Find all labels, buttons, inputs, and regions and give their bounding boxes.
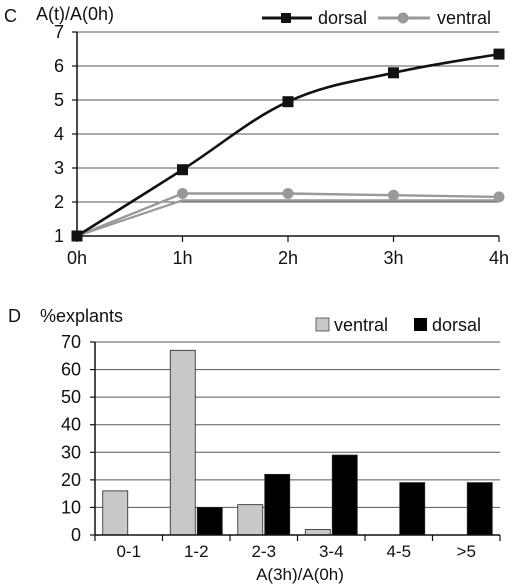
panel-c-y-tick-labels: 1 2 3 4 5 6 7 bbox=[54, 22, 64, 246]
x-tick-label-3-4: 3-4 bbox=[319, 542, 344, 561]
legend-marker-ventral bbox=[397, 12, 409, 24]
y-tick-label-2: 2 bbox=[54, 192, 64, 212]
panel-c-x-tick-labels: 0h 1h 2h 3h 4h bbox=[67, 248, 509, 268]
bar-dorsal->5 bbox=[466, 482, 493, 536]
legend-label-dorsal-d: dorsal bbox=[432, 315, 481, 335]
legend-label-dorsal: dorsal bbox=[318, 8, 367, 28]
point-ventral-2h bbox=[282, 188, 294, 199]
point-dorsal-0h bbox=[71, 230, 83, 242]
x-tick-label-4-5: 4-5 bbox=[386, 542, 411, 561]
point-dorsal-2h bbox=[282, 96, 294, 108]
y-tick-label-3: 3 bbox=[54, 158, 64, 178]
bar-dorsal-2-3 bbox=[264, 473, 291, 536]
y-tick-label-70: 70 bbox=[61, 332, 81, 352]
y-tick-label-60: 60 bbox=[61, 360, 81, 380]
y-tick-label-4: 4 bbox=[54, 124, 64, 144]
x-tick-label-2h: 2h bbox=[278, 248, 298, 268]
panel-c-ylabel: A(t)/A(0h) bbox=[36, 4, 114, 24]
panel-c-axes bbox=[72, 31, 500, 242]
y-tick-label-30: 30 bbox=[61, 442, 81, 462]
series-line-ventral-lower bbox=[76, 199, 499, 238]
x-tick-label-1h: 1h bbox=[172, 248, 192, 268]
bar-dorsal-4-5 bbox=[399, 482, 426, 536]
y-tick-label-20: 20 bbox=[61, 470, 81, 490]
point-ventral-4h bbox=[493, 191, 505, 203]
x-tick-label-4h: 4h bbox=[489, 248, 509, 268]
panel-c-series bbox=[71, 48, 505, 242]
panel-d-axes bbox=[90, 341, 501, 541]
bar-dorsal-1-2 bbox=[196, 507, 223, 536]
x-tick-label-1-2: 1-2 bbox=[184, 542, 209, 561]
bar-ventral-1-2 bbox=[169, 349, 196, 536]
x-tick-label-2-3: 2-3 bbox=[251, 542, 276, 561]
panel-c-legend: dorsal ventral bbox=[262, 8, 491, 28]
bar-ventral-2-3 bbox=[237, 504, 264, 536]
y-tick-label-10: 10 bbox=[61, 497, 81, 517]
point-dorsal-4h bbox=[493, 48, 505, 60]
y-tick-label-50: 50 bbox=[61, 387, 81, 407]
panel-d-xlabel: A(3h)/A(0h) bbox=[256, 565, 344, 584]
panel-d-y-tick-labels: 0 10 20 30 40 50 60 70 bbox=[61, 332, 81, 545]
panel-d-bars bbox=[102, 349, 493, 536]
point-dorsal-3h bbox=[388, 67, 399, 79]
panel-d-x-tick-labels: 0-1 1-2 2-3 3-4 4-5 >5 bbox=[116, 542, 475, 561]
y-tick-label-0: 0 bbox=[71, 525, 81, 545]
panel-d-legend: ventral dorsal bbox=[315, 315, 481, 335]
y-tick-label-6: 6 bbox=[54, 56, 64, 76]
panel-d-gridlines bbox=[95, 341, 500, 508]
legend-label-ventral: ventral bbox=[437, 8, 491, 28]
panel-c-line-chart: C A(t)/A(0h) 1 2 3 4 5 6 7 0h 1h 2h 3h 4h dorsal v… bbox=[4, 4, 509, 268]
x-tick-label-3h: 3h bbox=[383, 248, 403, 268]
panel-label-c: C bbox=[4, 6, 17, 26]
panel-label-d: D bbox=[8, 306, 21, 326]
point-ventral-3h bbox=[388, 189, 399, 201]
x-tick-label-0h: 0h bbox=[67, 248, 87, 268]
legend-swatch-ventral bbox=[315, 317, 330, 332]
y-tick-label-5: 5 bbox=[54, 90, 64, 110]
y-tick-label-40: 40 bbox=[61, 415, 81, 435]
bar-ventral-0-1 bbox=[102, 490, 129, 536]
panel-d-bar-chart: D %explants 0 10 20 30 40 50 60 70 0-1 1-2 2-3 3-4… bbox=[8, 306, 501, 584]
legend-swatch-dorsal bbox=[414, 318, 427, 331]
series-line-dorsal bbox=[76, 52, 500, 238]
legend-marker-dorsal bbox=[281, 13, 291, 23]
panel-d-ylabel: %explants bbox=[40, 306, 123, 326]
bar-dorsal-3-4 bbox=[331, 454, 358, 536]
panel-c-gridlines bbox=[77, 31, 499, 203]
point-ventral-1h bbox=[177, 188, 188, 199]
x-tick-label-0-1: 0-1 bbox=[116, 542, 141, 561]
y-tick-label-1: 1 bbox=[54, 226, 64, 246]
x-tick-label->5: >5 bbox=[457, 542, 476, 561]
y-tick-label-7: 7 bbox=[54, 22, 64, 42]
bar-ventral-3-4 bbox=[304, 529, 331, 536]
point-dorsal-1h bbox=[177, 164, 188, 176]
legend-label-ventral-d: ventral bbox=[334, 315, 388, 335]
